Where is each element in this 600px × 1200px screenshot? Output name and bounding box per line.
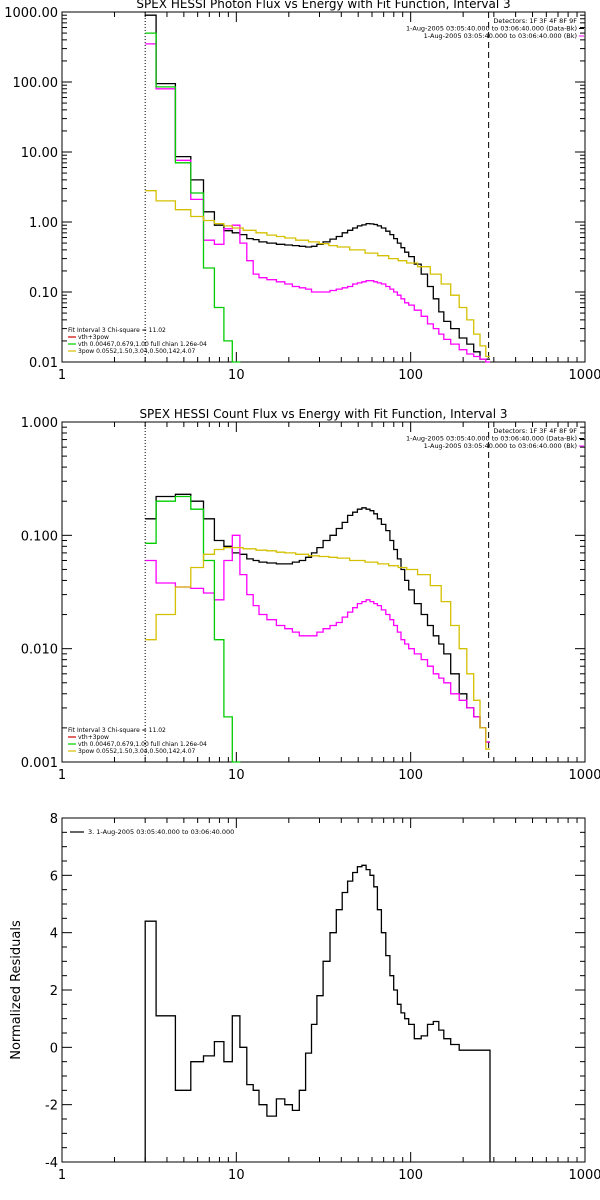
legend-entry: Fit Interval 3 Chi-square = 11.02 <box>68 327 166 334</box>
legend-entry: 3pow 0.0552,1.50,3.04,0.500,142,4.07 <box>78 748 196 755</box>
x-tick-label: 100 <box>398 368 423 383</box>
chart-title: SPEX HESSI Photon Flux vs Energy with Fi… <box>136 0 510 11</box>
y-tick-label: 4 <box>50 927 58 942</box>
legend-entry: 3. 1-Aug-2005 03:05:40.000 to 03:06:40.0… <box>88 828 234 836</box>
y-tick-label: 6 <box>50 869 58 884</box>
series-line-1 <box>145 493 490 743</box>
x-tick-label: 100 <box>398 1168 423 1183</box>
header-line: Detectors: 1F 3F 4F 8F 9F <box>493 17 577 25</box>
y-tick-label: 2 <box>50 984 58 999</box>
plot-frame <box>61 11 586 363</box>
chart-panel-1: SPEX HESSI Photon Flux vs Energy with Fi… <box>4 0 600 383</box>
x-tick-label: 1000 <box>568 1168 600 1183</box>
y-tick-label: 0.10 <box>29 286 58 301</box>
legend-entry: Fit Interval 3 Chi-square = 11.02 <box>68 727 166 734</box>
plot-frame <box>61 421 586 763</box>
header-line: Detectors: 1F 3F 4F 8F 9F <box>493 427 577 435</box>
y-tick-label: 1000.00 <box>4 6 58 21</box>
y-tick-label: 0.01 <box>29 356 58 371</box>
series-line-2 <box>145 43 490 363</box>
x-tick-label: 1 <box>58 768 66 783</box>
series-line-3 <box>145 495 241 763</box>
header-line: 1-Aug-2005 03:05:40.000 to 03:06:40.000 … <box>424 442 577 450</box>
y-tick-label: 100.00 <box>13 76 59 91</box>
x-tick-label: 10 <box>228 768 245 783</box>
series-line-1 <box>144 864 491 1162</box>
series-line-4 <box>145 546 490 750</box>
y-tick-label: 1.00 <box>29 216 58 231</box>
x-tick-label: 1000 <box>568 368 600 383</box>
y-tick-label: 0.100 <box>21 529 58 544</box>
y-axis-label: Normalized Residuals <box>9 920 24 1060</box>
series-line-2 <box>145 534 490 743</box>
header-line: 1-Aug-2005 03:05:40.000 to 03:06:40.000 … <box>406 435 577 443</box>
y-tick-label: 0.010 <box>21 643 58 658</box>
x-tick-label: 1000 <box>568 768 600 783</box>
legend-entry: vth+3pow <box>78 334 109 341</box>
header-line: 1-Aug-2005 03:05:40.000 to 03:06:40.000 … <box>424 32 577 40</box>
legend-entry: vth 0.00467,0.679,1.00 full chian 1.26e-… <box>78 341 207 348</box>
x-tick-label: 10 <box>228 368 245 383</box>
series-line-4 <box>145 190 490 358</box>
chart-title: SPEX HESSI Count Flux vs Energy with Fit… <box>139 407 507 421</box>
series-line-3 <box>145 32 241 363</box>
legend-entry: vth+3pow <box>78 734 109 741</box>
y-tick-label: -4 <box>45 1156 58 1171</box>
series-line-1 <box>145 14 490 360</box>
y-tick-label: 8 <box>50 812 58 827</box>
x-tick-label: 1 <box>58 368 66 383</box>
header-line: 1-Aug-2005 03:05:40.000 to 03:06:40.000 … <box>406 25 577 33</box>
x-tick-label: 10 <box>228 1168 245 1183</box>
y-tick-label: 1.000 <box>21 416 58 431</box>
chart-panel-3: 1 10 100 1000 -4 -2 0 2 4 6 8 Normalized Residuals 3… <box>9 812 600 1183</box>
x-tick-label: 1 <box>58 1168 66 1183</box>
y-tick-label: 0 <box>50 1041 58 1056</box>
y-tick-label: -2 <box>45 1099 58 1114</box>
y-tick-label: 10.00 <box>21 146 58 161</box>
chart-panel-2: SPEX HESSI Count Flux vs Energy with Fit… <box>21 407 600 783</box>
legend-entry: 3pow 0.0552,1.50,3.04,0.500,142,4.07 <box>78 348 196 355</box>
legend-entry: vth 0.00467,0.679,1.00 full chian 1.26e-… <box>78 741 207 748</box>
x-tick-label: 100 <box>398 768 423 783</box>
y-tick-label: 0.001 <box>21 756 58 771</box>
